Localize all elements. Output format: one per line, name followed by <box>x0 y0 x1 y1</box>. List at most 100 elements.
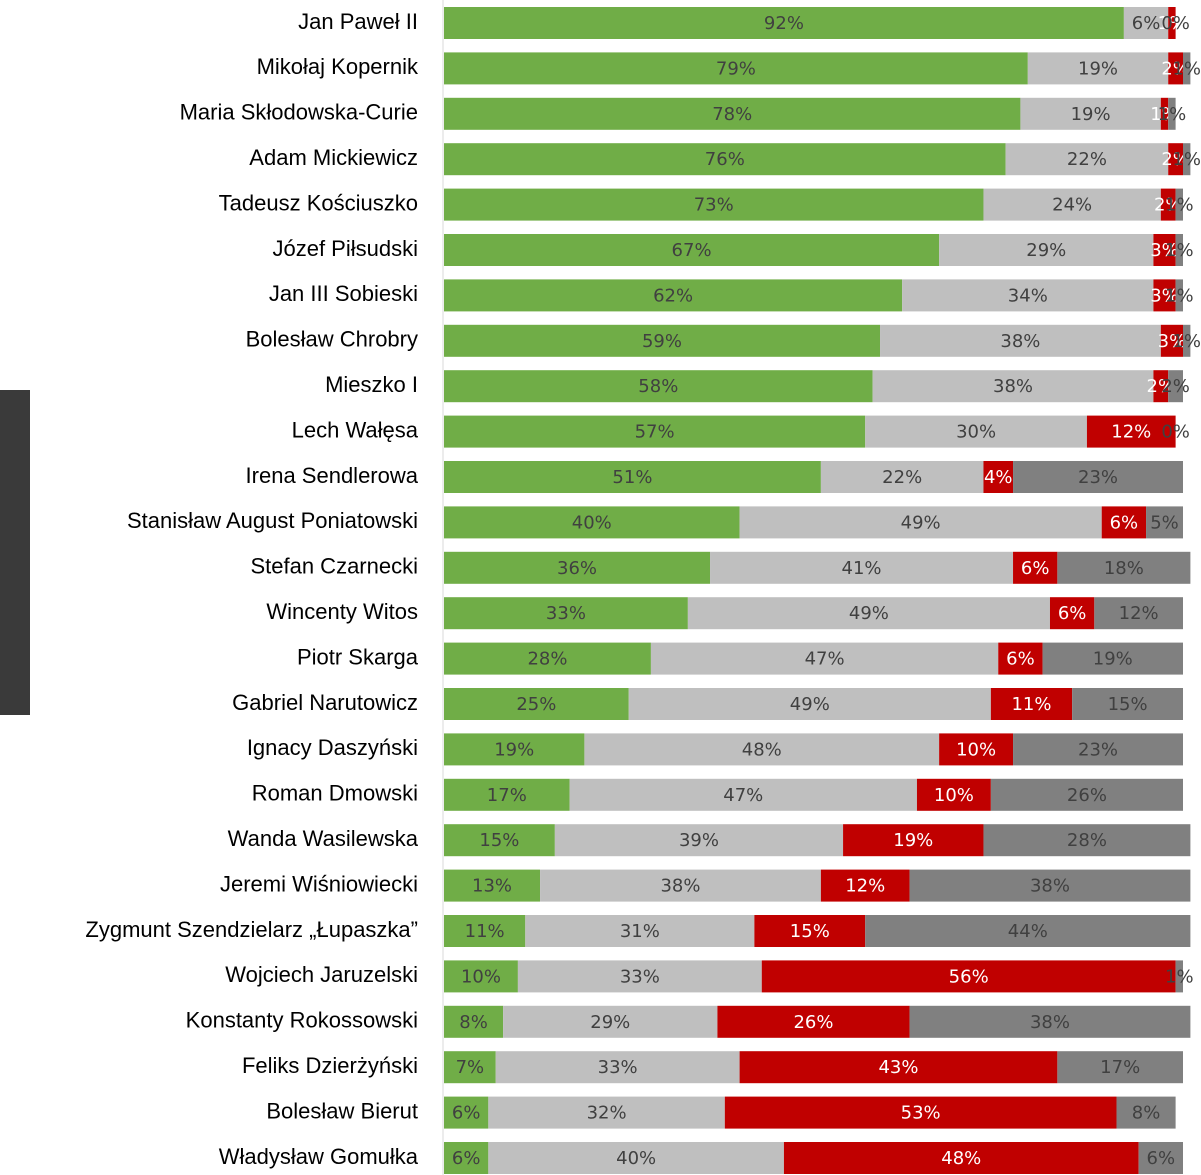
value-label: 38% <box>1030 876 1070 897</box>
bar-segment <box>1175 234 1183 266</box>
bar-segment <box>444 324 881 357</box>
value-label: 38% <box>1030 1012 1070 1033</box>
bar-segment <box>628 688 991 720</box>
value-label: 31% <box>620 921 660 942</box>
value-label: 2% <box>1161 376 1190 397</box>
value-label: 3% <box>1150 240 1179 261</box>
value-label: 23% <box>1078 739 1118 760</box>
value-label: 15% <box>1108 694 1148 715</box>
bar-segment <box>754 915 866 947</box>
bar-segment <box>872 370 1154 403</box>
value-label: 1% <box>1165 195 1194 216</box>
category-label: Jan III Sobieski <box>269 281 418 306</box>
category-label: Stefan Czarnecki <box>250 554 418 579</box>
value-label: 48% <box>941 1148 981 1169</box>
category-label: Mikołaj Kopernik <box>257 54 419 79</box>
value-label: 28% <box>1067 830 1107 851</box>
bar-segment <box>1138 1142 1183 1174</box>
bar-segment <box>444 506 740 539</box>
value-label: 15% <box>790 921 830 942</box>
value-label: 38% <box>1000 331 1040 352</box>
value-label: 49% <box>901 512 941 533</box>
value-label: 29% <box>590 1012 630 1033</box>
bar-segment <box>909 869 1191 902</box>
bar-segment <box>569 778 917 811</box>
bar-segment <box>739 506 1102 539</box>
value-label: 6% <box>1110 512 1139 533</box>
bar-segment <box>990 688 1073 720</box>
bar-segment <box>444 234 940 266</box>
value-label: 2% <box>1154 195 1183 216</box>
bar-segment <box>1153 234 1176 266</box>
bar-segment <box>1175 960 1183 993</box>
value-label: 79% <box>716 58 756 79</box>
bar-segment <box>540 869 821 902</box>
value-label: 67% <box>672 240 712 261</box>
bar-segment <box>650 642 999 675</box>
value-label: 19% <box>893 830 933 851</box>
category-label: Maria Skłodowska-Curie <box>180 100 418 125</box>
value-label: 17% <box>487 785 527 806</box>
bar-segment <box>444 688 629 720</box>
bar-segment <box>739 1051 1058 1084</box>
bar-segment <box>1049 597 1095 630</box>
bar-segment <box>495 1051 740 1084</box>
bar-segment <box>1116 1096 1176 1129</box>
bar-segment <box>1168 97 1176 130</box>
value-label: 1% <box>1158 104 1187 125</box>
value-label: 26% <box>1067 785 1107 806</box>
bar-segment <box>444 551 711 584</box>
bar-segment <box>916 778 991 811</box>
value-label: 11% <box>465 921 505 942</box>
value-label: 19% <box>1071 104 1111 125</box>
bar-segment <box>488 1096 725 1129</box>
value-label: 10% <box>956 739 996 760</box>
value-label: 15% <box>479 830 519 851</box>
bar-segment <box>1027 52 1169 85</box>
bar-segment <box>1020 97 1161 130</box>
value-label: 2% <box>1161 58 1190 79</box>
bar-segment <box>1146 506 1183 539</box>
bar-segment <box>1013 461 1183 493</box>
bar-segment <box>444 1005 504 1038</box>
category-label: Roman Dmowski <box>252 781 418 806</box>
bar-segment <box>1175 279 1183 312</box>
bar-segment <box>1168 52 1183 85</box>
value-label: 1% <box>1172 149 1201 170</box>
value-label: 18% <box>1104 558 1144 579</box>
bar-segment <box>990 778 1183 811</box>
value-label: 3% <box>1158 331 1187 352</box>
bar-segment <box>444 1051 496 1084</box>
value-label: 6% <box>1021 558 1050 579</box>
bar-segment <box>983 824 1191 857</box>
value-label: 12% <box>845 876 885 897</box>
category-label: Ignacy Daszyński <box>247 735 418 760</box>
category-label: Mieszko I <box>325 372 418 397</box>
category-label: Lech Wałęsa <box>292 417 419 442</box>
value-label: 53% <box>901 1103 941 1124</box>
bar-segment <box>525 915 755 947</box>
bar-segment <box>1183 52 1191 85</box>
value-label: 40% <box>572 512 612 533</box>
bar-segment <box>783 1142 1139 1174</box>
bar-segment <box>1086 415 1176 448</box>
bar-segment <box>517 960 762 993</box>
value-label: 6% <box>452 1103 481 1124</box>
bar-segment <box>1005 143 1169 176</box>
bar-segment <box>1123 7 1169 39</box>
bar-segment <box>1057 551 1191 584</box>
value-label: 3% <box>1150 285 1179 306</box>
value-label: 12% <box>1111 422 1151 443</box>
bar-segment <box>1042 642 1183 675</box>
value-label: 1% <box>1158 13 1187 34</box>
bar-segment <box>710 551 1014 584</box>
bar-segment <box>444 869 541 902</box>
value-label: 5% <box>1150 512 1179 533</box>
value-label: 49% <box>849 603 889 624</box>
category-label: Piotr Skarga <box>297 644 419 669</box>
bar-segment <box>1183 324 1191 357</box>
category-label: Adam Mickiewicz <box>249 145 418 170</box>
bar-segment <box>1160 188 1176 221</box>
